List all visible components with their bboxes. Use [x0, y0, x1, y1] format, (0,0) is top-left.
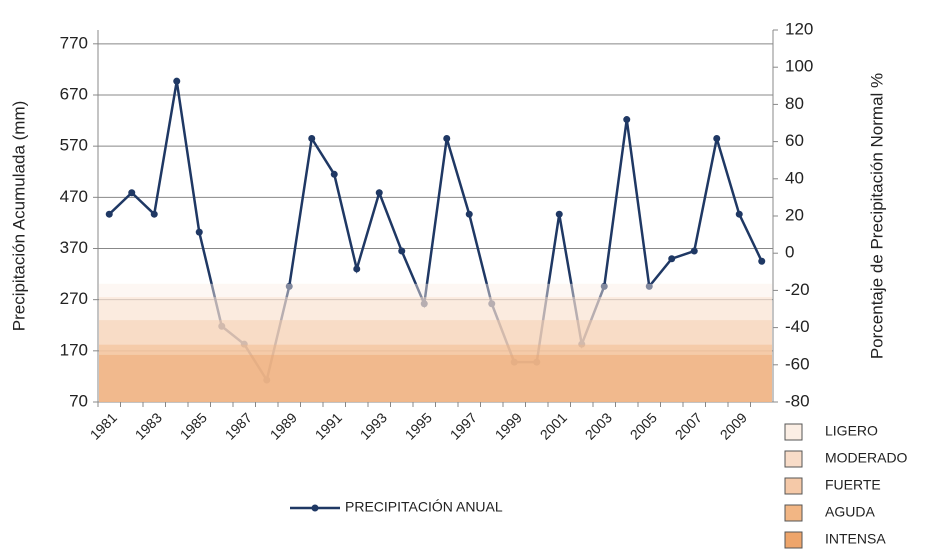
x-tick-label: 1985: [177, 409, 210, 442]
x-tick-label: 1983: [132, 409, 165, 442]
point: [263, 376, 271, 384]
y-tick-label: 370: [60, 238, 88, 257]
band: [99, 297, 772, 402]
x-tick-label: 1991: [312, 409, 345, 442]
x-tick-label: 2001: [537, 409, 570, 442]
y2-tick-label: -20: [785, 280, 810, 299]
y-tick-label: 670: [60, 84, 88, 103]
point: [758, 257, 766, 265]
x-tick-label: 2005: [627, 409, 660, 442]
band: [99, 354, 772, 402]
y2-tick-label: 20: [785, 205, 804, 224]
point: [578, 340, 586, 348]
point: [308, 134, 316, 142]
point: [285, 282, 293, 290]
y2-tick-label: 100: [785, 57, 813, 76]
point: [195, 228, 203, 236]
point: [218, 322, 226, 330]
point: [600, 282, 608, 290]
point: [353, 265, 361, 273]
x-tick-label: 2003: [582, 409, 615, 442]
y-tick-label: 770: [60, 33, 88, 52]
point: [533, 358, 541, 366]
legend-marker: [311, 504, 319, 512]
legend-swatch: [784, 477, 803, 495]
point: [150, 210, 158, 218]
x-tick-label: 1999: [492, 409, 525, 442]
point: [443, 134, 451, 142]
band: [99, 344, 772, 402]
point: [240, 340, 248, 348]
legend-label: INTENSA: [825, 531, 886, 547]
x-tick-label: 1987: [222, 409, 255, 442]
y-tick-label: 270: [60, 289, 88, 308]
point: [510, 358, 518, 366]
legend-label: MODERADO: [825, 450, 908, 466]
band: [99, 320, 772, 402]
x-tick-label: 1993: [357, 409, 390, 442]
point: [668, 255, 676, 263]
legend-label: AGUDA: [825, 504, 875, 520]
x-tick-label: 1995: [402, 409, 435, 442]
x-tick-label: 1997: [447, 409, 480, 442]
legend-label: LIGERO: [825, 423, 878, 439]
y2-axis-label: Porcentaje de Precipitación Normal %: [867, 73, 886, 359]
legend-swatch: [784, 531, 803, 549]
y2-tick-label: 40: [785, 168, 804, 187]
point: [128, 189, 136, 197]
y-tick-label: 70: [69, 391, 88, 410]
point: [105, 210, 113, 218]
point: [735, 210, 743, 218]
x-tick-label: 2009: [717, 409, 750, 442]
y-axis-label: Precipitación Acumulada (mm): [9, 101, 28, 332]
point: [173, 77, 181, 85]
y2-tick-label: -60: [785, 354, 810, 373]
point: [555, 210, 563, 218]
y2-tick-label: 0: [785, 243, 794, 262]
legend-swatch: [784, 423, 803, 441]
y2-tick-label: -40: [785, 317, 810, 336]
x-tick-label: 1989: [267, 409, 300, 442]
x-tick-label: 2007: [672, 409, 705, 442]
legend-label: FUERTE: [825, 477, 881, 493]
legend-swatch: [784, 450, 803, 468]
y2-tick-label: 80: [785, 94, 804, 113]
point: [713, 134, 721, 142]
band: [99, 283, 772, 402]
x-tick-label: 1981: [87, 409, 120, 442]
y2-tick-label: 60: [785, 131, 804, 150]
legend-label: PRECIPITACIÓN ANUAL: [345, 499, 503, 515]
point: [398, 247, 406, 255]
legend-swatch: [784, 504, 803, 522]
series-line: [108, 80, 763, 384]
point: [375, 189, 383, 197]
point: [330, 170, 338, 178]
y-tick-label: 570: [60, 136, 88, 155]
point: [420, 300, 428, 308]
point: [465, 210, 473, 218]
point: [488, 300, 496, 308]
point: [690, 247, 698, 255]
y2-tick-label: 120: [785, 19, 813, 38]
point: [623, 116, 631, 124]
y-tick-label: 170: [60, 340, 88, 359]
y2-tick-label: -80: [785, 391, 810, 410]
y-tick-label: 470: [60, 187, 88, 206]
point: [645, 282, 653, 290]
